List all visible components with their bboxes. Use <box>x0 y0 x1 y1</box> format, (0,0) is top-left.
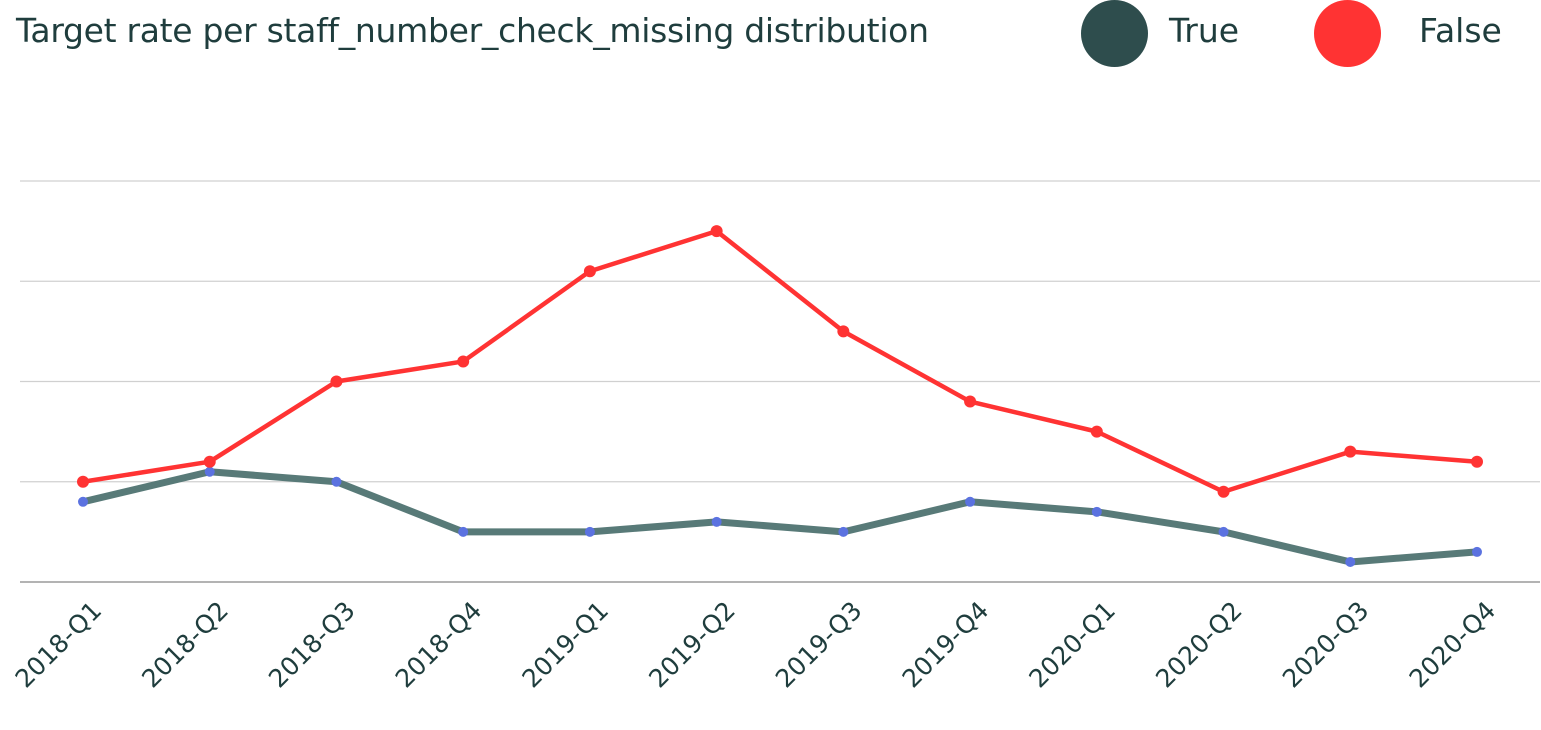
data-point-true <box>458 526 469 537</box>
data-point-true <box>1345 556 1356 567</box>
data-point-false <box>1217 485 1230 498</box>
legend-label-true: True <box>1169 11 1240 50</box>
x-tick-label: 2018-Q3 <box>263 596 361 694</box>
x-tick-label: 2019-Q4 <box>897 596 995 694</box>
data-point-true <box>965 496 976 507</box>
legend-label-false: False <box>1419 11 1502 50</box>
data-point-false <box>77 475 89 488</box>
data-point-true <box>78 496 88 507</box>
data-point-false <box>330 375 343 388</box>
data-point-true <box>1472 546 1482 557</box>
x-tick-label: 2018-Q2 <box>136 596 234 694</box>
x-tick-label: 2020-Q2 <box>1150 596 1248 694</box>
data-point-false <box>964 395 977 408</box>
data-point-false <box>1090 425 1103 438</box>
data-point-false <box>1471 455 1483 468</box>
x-tick-label: 2020-Q3 <box>1277 596 1375 694</box>
data-point-false <box>457 355 470 368</box>
data-point-true <box>838 526 849 537</box>
data-point-true <box>1218 526 1229 537</box>
data-point-false <box>710 225 723 238</box>
legend-marker-false <box>1314 0 1381 67</box>
legend-marker-true <box>1081 0 1148 67</box>
data-point-true <box>711 516 722 527</box>
chart-title: Target rate per staff_number_check_missi… <box>16 11 929 50</box>
x-tick-label: 2019-Q3 <box>770 596 868 694</box>
series-line-true <box>79 468 1481 566</box>
data-point-true <box>331 476 342 487</box>
x-tick-label: 2018-Q1 <box>10 596 108 694</box>
data-point-true <box>584 526 595 537</box>
data-point-true <box>1091 506 1102 517</box>
x-tick-label: 2020-Q4 <box>1404 596 1502 694</box>
data-point-false <box>583 265 596 278</box>
data-point-false <box>837 325 850 338</box>
data-point-true <box>204 466 215 477</box>
x-tick-label: 2019-Q1 <box>516 596 614 694</box>
series-line-false <box>80 228 1480 495</box>
data-point-false <box>203 455 216 468</box>
x-tick-label: 2019-Q2 <box>643 596 741 694</box>
x-tick-label: 2020-Q1 <box>1023 596 1121 694</box>
data-point-false <box>1344 445 1357 458</box>
x-tick-label: 2018-Q4 <box>390 596 488 694</box>
